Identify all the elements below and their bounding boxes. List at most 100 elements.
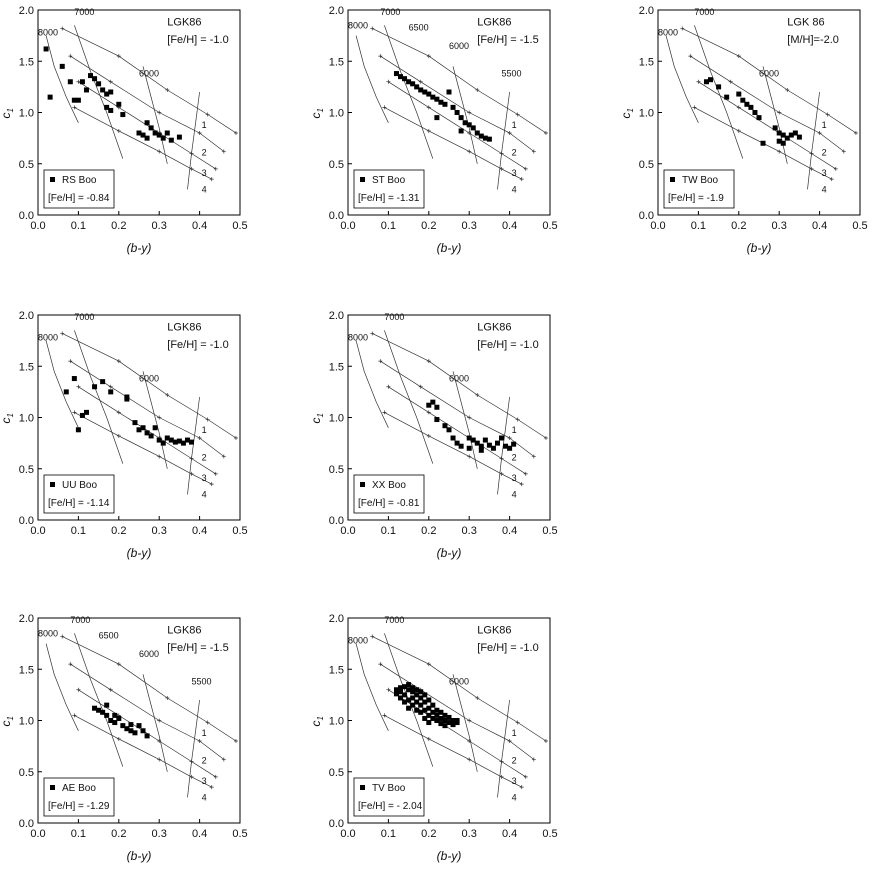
y-tick-label: 2.0 [639, 5, 654, 17]
grid-marker [382, 105, 387, 110]
data-point [478, 443, 484, 449]
grid-marker [515, 720, 520, 725]
data-point [430, 94, 436, 100]
grid-marker [189, 151, 194, 156]
data-point [418, 695, 424, 701]
chart-panel-6: 0.0 0.1 0.2 0.3 0.4 0.5 0.0 0.5 1.0 1.5 2.0 (b-y) c1… [0, 613, 248, 863]
data-point [422, 715, 428, 721]
teff-label: 6000 [449, 41, 469, 51]
teff-isoline [762, 66, 788, 164]
data-point [780, 132, 786, 138]
x-tick-label: 0.0 [340, 220, 355, 232]
data-point [132, 420, 138, 426]
grid-metallicity: [Fe/H] = -1.0 [167, 339, 228, 351]
legend-metallicity: [Fe/H] = -1.9 [668, 193, 724, 204]
data-point [140, 425, 146, 431]
teff-label: 6000 [759, 69, 779, 79]
teff-isoline [142, 674, 168, 772]
grid-marker [76, 384, 81, 389]
teff-label: 6500 [409, 23, 429, 33]
data-point [784, 135, 790, 141]
grid-marker [467, 757, 472, 762]
logg-label: 2 [202, 453, 207, 463]
grid-marker [692, 105, 697, 110]
data-point [124, 396, 130, 402]
logg-label: 4 [512, 792, 517, 802]
grid-marker [499, 456, 504, 461]
x-tick-label: 0.2 [421, 525, 436, 537]
teff-label: 6000 [139, 374, 159, 384]
logg-label: 2 [512, 756, 517, 766]
data-point [450, 104, 456, 110]
teff-label: 5500 [192, 677, 212, 687]
data-point [148, 433, 154, 439]
data-point [393, 71, 399, 77]
data-point [140, 132, 146, 138]
grid-marker [370, 331, 375, 336]
logg-label: 2 [512, 148, 517, 158]
data-point [426, 91, 432, 97]
grid-marker [531, 757, 536, 762]
y-axis-label: c1 [0, 413, 15, 423]
data-point [442, 712, 448, 718]
grid-marker [165, 87, 170, 92]
y-tick-label: 0.0 [19, 818, 34, 830]
data-point [474, 440, 480, 446]
x-tick-label: 0.2 [111, 525, 126, 537]
data-point [511, 441, 517, 447]
data-point [446, 714, 452, 720]
data-point [136, 130, 142, 136]
data-point [446, 720, 452, 726]
teff-isoline [665, 35, 699, 123]
teff-label: 7000 [74, 312, 94, 322]
data-point [414, 687, 420, 693]
legend-box [353, 169, 425, 209]
grid-marker [157, 149, 162, 154]
grid-marker [197, 131, 202, 135]
data-point [430, 702, 436, 708]
data-point [462, 120, 468, 126]
y-tick-label: 1.0 [19, 413, 34, 425]
data-point [168, 137, 174, 143]
grid-marker [76, 687, 81, 692]
data-point [176, 438, 182, 444]
grid-marker [68, 54, 73, 59]
y-tick-label: 2.0 [19, 613, 34, 625]
data-point [116, 101, 122, 107]
x-tick-label: 0.3 [772, 220, 787, 232]
grid-marker [165, 695, 170, 700]
legend-box [663, 169, 735, 209]
x-tick-label: 0.3 [152, 525, 167, 537]
grid-marker [386, 79, 391, 84]
y-tick-label: 0.0 [639, 210, 654, 222]
grid-marker [467, 454, 472, 459]
grid-marker [418, 384, 423, 389]
grid-marker [543, 131, 548, 135]
data-point [83, 87, 89, 93]
data-point [398, 685, 404, 691]
legend-box [353, 474, 425, 514]
data-point [104, 702, 110, 708]
y-axis-label: c1 [0, 716, 15, 726]
grid-marker [519, 177, 524, 182]
y-tick-label: 1.0 [19, 108, 34, 120]
grid-marker [777, 110, 782, 115]
teff-label: 7000 [380, 7, 400, 17]
grid-marker [157, 454, 162, 459]
y-tick-label: 0.5 [639, 159, 654, 171]
legend-metallicity: [Fe/H] = -1.14 [48, 498, 110, 509]
teff-label: 7000 [70, 615, 90, 625]
data-point [434, 718, 440, 723]
x-tick-label: 0.5 [542, 220, 557, 232]
grid-marker [418, 79, 423, 84]
data-point [434, 96, 440, 102]
grid-name: LGK86 [477, 16, 511, 28]
grid-marker [72, 105, 77, 110]
y-tick-label: 0.0 [329, 210, 344, 222]
data-point [164, 130, 170, 136]
grid-marker [467, 149, 472, 154]
grid-marker [426, 736, 431, 741]
data-point [446, 89, 452, 95]
y-tick-label: 2.0 [329, 5, 344, 17]
logg-label: 1 [202, 120, 207, 130]
